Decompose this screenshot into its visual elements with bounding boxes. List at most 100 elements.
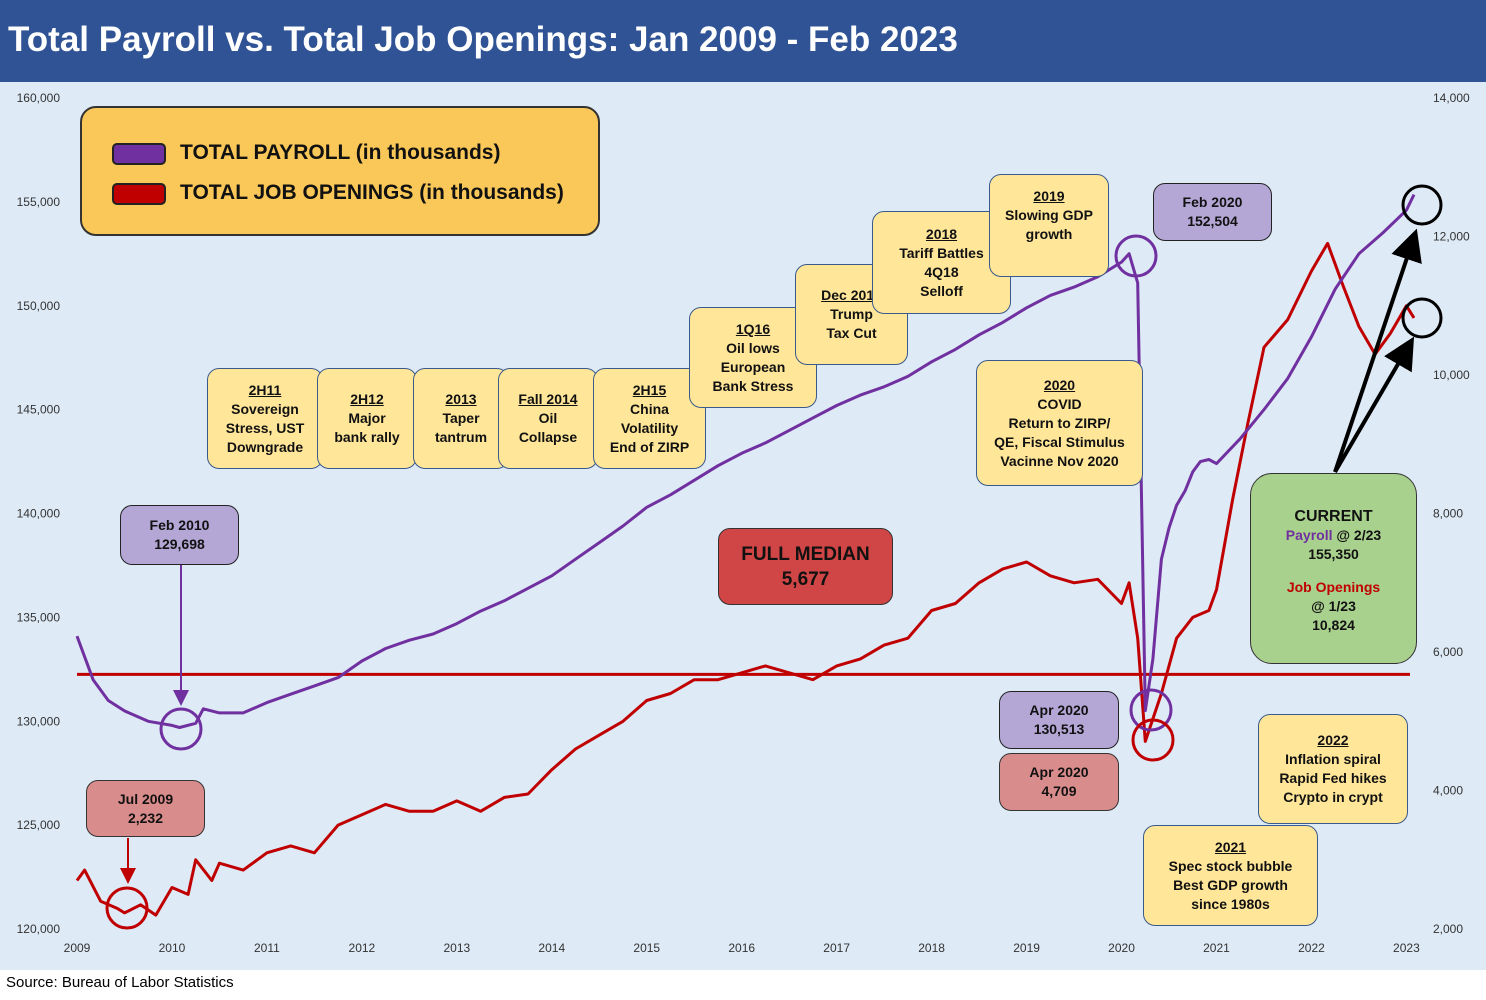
circle-feb2020 (1114, 234, 1158, 278)
event-heading: 1Q16 (735, 320, 771, 337)
x-tick-label: 2013 (443, 941, 470, 955)
annotation-line: Apr 2020 (1029, 702, 1089, 718)
x-tick-label: 2018 (918, 941, 945, 955)
event-line: Tariff Battles (899, 244, 984, 261)
legend: TOTAL PAYROLL (in thousands) TOTAL JOB O… (80, 106, 600, 236)
x-tick-label: 2019 (1013, 941, 1040, 955)
annotation-line: 129,698 (154, 536, 205, 552)
series-line-openings (75, 241, 1416, 917)
annotation-line: FULL MEDIAN (741, 543, 870, 565)
event-2h11: 2H11 Sovereign Stress, UST Downgrade (207, 368, 323, 469)
x-tick-label: 2020 (1108, 941, 1135, 955)
y-left-tick-label: 120,000 (17, 922, 61, 936)
event-line: End of ZIRP (609, 438, 690, 455)
y-left-tick-label: 160,000 (17, 91, 61, 105)
event-2022: 2022 Inflation spiral Rapid Fed hikes Cr… (1258, 714, 1408, 824)
current-openings-value: 10,824 (1312, 617, 1355, 633)
title-bar: Total Payroll vs. Total Job Openings: Ja… (0, 0, 1486, 82)
event-2019: 2019 Slowing GDP growth (989, 174, 1109, 277)
event-line: Oil lows (726, 339, 780, 356)
x-tick-label: 2021 (1203, 941, 1230, 955)
circle-apr2020-openings (1131, 718, 1175, 762)
legend-label-payroll: TOTAL PAYROLL (in thousands) (180, 141, 501, 164)
event-2018: 2018 Tariff Battles 4Q18 Selloff (872, 211, 1011, 314)
current-payroll-date: @ 2/23 (1332, 527, 1382, 543)
x-tick-label: 2011 (254, 941, 280, 955)
annotation-feb2010: Feb 2010 129,698 (120, 505, 239, 565)
event-line: Bank Stress (712, 377, 794, 394)
event-line: tantrum (434, 429, 488, 445)
event-line: Spec stock bubble (1168, 857, 1293, 874)
annotation-feb2020: Feb 2020 152,504 (1153, 183, 1272, 241)
current-openings-label: Job Openings (1286, 579, 1381, 595)
event-line: Inflation spiral (1285, 751, 1381, 767)
source-note: Source: Bureau of Labor Statistics (6, 974, 234, 991)
chart-title: Total Payroll vs. Total Job Openings: Ja… (8, 20, 958, 59)
event-heading: 2H11 (248, 381, 282, 398)
x-tick-label: 2010 (159, 941, 186, 955)
annotation-jul2009: Jul 2009 2,232 (86, 780, 205, 837)
circle-feb2010 (159, 707, 203, 751)
event-heading: 2020 (1043, 376, 1076, 393)
highlight-circles (105, 184, 1443, 930)
y-right-tick-label: 2,000 (1433, 922, 1463, 936)
y-right-tick-label: 4,000 (1433, 784, 1463, 798)
event-line: Crypto in crypt (1283, 789, 1383, 805)
x-tick-label: 2023 (1393, 941, 1420, 955)
event-line: Collapse (518, 429, 578, 445)
y-right-tick-label: 6,000 (1433, 645, 1463, 659)
y-left-tick-label: 145,000 (17, 403, 61, 417)
arrow-current-openings (1333, 336, 1415, 474)
y-left-tick-label: 130,000 (17, 714, 61, 728)
event-line: since 1980s (1191, 895, 1270, 912)
circle-current-payroll (1401, 184, 1443, 226)
current-openings-date: @ 1/23 (1311, 598, 1356, 614)
y-right-tick-label: 8,000 (1433, 507, 1463, 521)
x-tick-label: 2015 (633, 941, 660, 955)
event-heading: 2013 (445, 391, 477, 407)
event-line: bank rally (334, 429, 400, 445)
event-line: Sovereign (231, 400, 299, 417)
y-left-tick-label: 150,000 (17, 299, 61, 313)
event-2013: 2013 Taper tantrum (413, 368, 509, 469)
legend-label-openings: TOTAL JOB OPENINGS (in thousands) (180, 181, 564, 204)
annotation-line: 4,709 (1041, 783, 1077, 799)
annotation-apr2020-payroll: Apr 2020 130,513 (999, 691, 1119, 749)
y-left-tick-label: 155,000 (17, 195, 61, 209)
event-line: Stress, UST (225, 419, 305, 436)
event-fall2014: Fall 2014 Oil Collapse (498, 368, 598, 469)
event-line: Rapid Fed hikes (1279, 770, 1387, 786)
event-2021: 2021 Spec stock bubble Best GDP growth s… (1143, 825, 1318, 926)
series-line-payroll (75, 193, 1416, 729)
event-heading: 2H12 (350, 391, 384, 407)
x-axis: 2009 2010 2011 2012 2013 2014 2015 2016 2017 2018… (64, 941, 1420, 955)
event-heading: Fall 2014 (518, 391, 578, 407)
event-heading: 2018 (925, 225, 958, 242)
x-tick-label: 2014 (538, 941, 565, 955)
event-line: European (720, 358, 786, 375)
legend-swatch-payroll (112, 143, 166, 165)
x-tick-label: 2022 (1298, 941, 1325, 955)
event-2020: 2020 COVID Return to ZIRP/ QE, Fiscal St… (976, 360, 1143, 486)
event-2h15: 2H15 China Volatility End of ZIRP (593, 368, 706, 469)
current-payroll-value: 155,350 (1308, 546, 1359, 562)
annotation-line: Feb 2020 (1182, 194, 1243, 210)
event-line: Downgrade (226, 438, 304, 455)
annotation-apr2020-openings: Apr 2020 4,709 (999, 753, 1119, 811)
event-line: Taper (442, 410, 480, 426)
event-line: 4Q18 (924, 263, 959, 280)
event-line: Volatility (620, 419, 679, 436)
event-line: China (630, 400, 669, 417)
event-heading: 2019 (1033, 188, 1065, 204)
y-left-tick-label: 140,000 (17, 507, 61, 521)
event-2h12: 2H12 Major bank rally (317, 368, 417, 469)
y-right-tick-label: 10,000 (1433, 368, 1470, 382)
annotation-line: Feb 2010 (149, 517, 210, 533)
event-line: COVID (1037, 395, 1082, 412)
arrow-current-payroll (1333, 228, 1422, 473)
left-axis: 120,000 125,000 130,000 135,000 140,000 145,0… (17, 91, 61, 936)
event-line: Oil (538, 410, 558, 426)
annotation-line: 5,677 (781, 568, 830, 590)
y-left-tick-label: 135,000 (17, 610, 61, 624)
